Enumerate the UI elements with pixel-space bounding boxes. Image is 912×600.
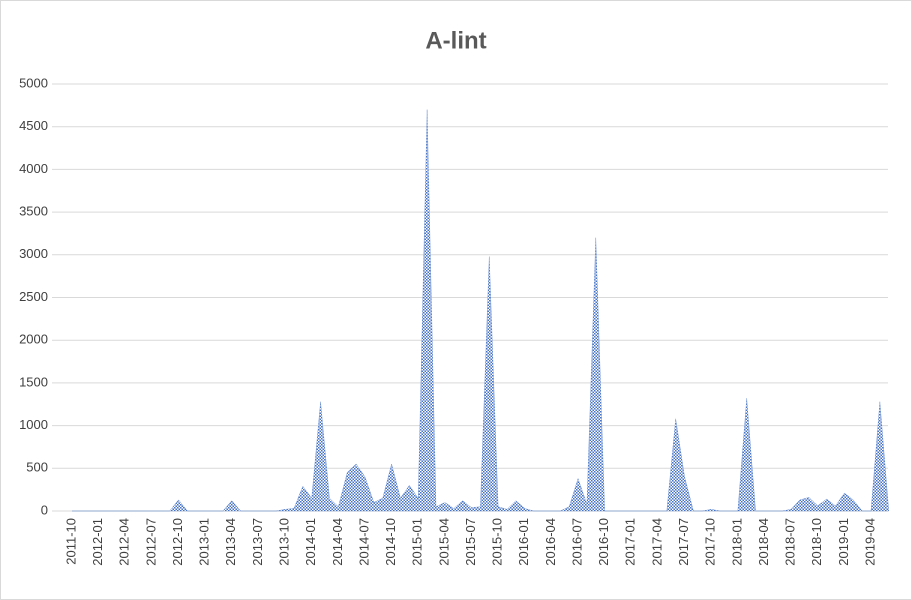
y-tick-label: 1500 [19, 374, 48, 389]
x-tick-label: 2012-10 [170, 518, 185, 566]
x-tick-label: 2012-07 [143, 518, 158, 566]
y-tick-label: 2000 [19, 332, 48, 347]
y-tick-label: 3500 [19, 204, 48, 219]
x-tick-label: 2018-01 [729, 518, 744, 566]
x-tick-label: 2017-04 [649, 518, 664, 566]
x-tick-label: 2018-04 [756, 518, 771, 566]
x-tick-label: 2014-01 [303, 518, 318, 566]
x-tick-label: 2018-07 [783, 518, 798, 566]
x-tick-label: 2017-10 [703, 518, 718, 566]
x-tick-label: 2013-07 [250, 518, 265, 566]
x-tick-label: 2013-04 [223, 518, 238, 566]
x-tick-label: 2012-01 [90, 518, 105, 566]
y-tick-label: 0 [41, 502, 48, 517]
x-tick-label: 2011-10 [63, 518, 78, 565]
x-tick-label: 2015-07 [463, 518, 478, 566]
x-tick-label: 2019-04 [862, 518, 877, 566]
x-tick-label: 2017-07 [676, 518, 691, 566]
y-tick-label: 3000 [19, 246, 48, 261]
y-tick-label: 2500 [19, 289, 48, 304]
x-tick-label: 2015-10 [490, 518, 505, 566]
y-tick-label: 4500 [19, 118, 48, 133]
y-tick-label: 5000 [19, 75, 48, 90]
x-tick-label: 2016-04 [543, 518, 558, 566]
chart-title: A-lint [425, 27, 486, 54]
x-tick-label: 2019-01 [836, 518, 851, 566]
x-tick-label: 2014-04 [330, 518, 345, 566]
y-tick-label: 500 [26, 460, 48, 475]
x-tick-label: 2013-10 [277, 518, 292, 566]
x-tick-label: 2017-01 [623, 518, 638, 566]
area [72, 109, 889, 512]
x-tick-label: 2018-10 [809, 518, 824, 566]
x-tick-label: 2016-01 [516, 518, 531, 566]
y-tick-label: 4000 [19, 161, 48, 176]
x-tick-label: 2012-04 [117, 518, 132, 566]
y-tick-label: 1000 [19, 417, 48, 432]
x-tick-label: 2014-10 [383, 518, 398, 566]
x-tick-label: 2016-07 [569, 518, 584, 566]
x-tick-label: 2015-04 [436, 518, 451, 566]
x-tick-label: 2016-10 [596, 518, 611, 566]
x-tick-label: 2015-01 [410, 518, 425, 566]
x-tick-label: 2014-07 [356, 518, 371, 566]
x-tick-label: 2013-01 [197, 518, 212, 566]
